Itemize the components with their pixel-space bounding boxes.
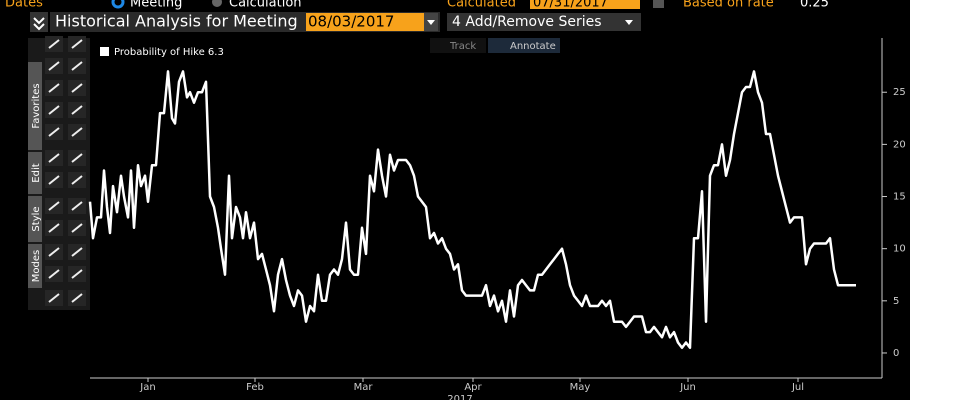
tool-glyph xyxy=(48,223,60,233)
dates-label: Dates xyxy=(5,0,43,11)
y-tick-label: 20 xyxy=(893,139,906,150)
series-button[interactable] xyxy=(447,13,641,31)
y-tick-label: 25 xyxy=(893,87,906,98)
rate-value: 0.25 xyxy=(800,0,829,11)
x-tick-label: Feb xyxy=(246,382,264,393)
meeting-date-input[interactable] xyxy=(306,13,424,31)
tool-glyph xyxy=(48,127,60,137)
background xyxy=(0,0,910,400)
calculated-date[interactable]: 07/31/2017 xyxy=(533,0,608,11)
annotate-label[interactable]: Annotate xyxy=(510,41,556,52)
tool-glyph xyxy=(71,201,83,211)
track-button[interactable] xyxy=(430,38,486,53)
tool-glyph xyxy=(71,153,83,163)
tool-glyph xyxy=(71,223,83,233)
y-tick-label: 0 xyxy=(893,348,899,359)
y-tick-label: 10 xyxy=(893,244,906,255)
sidebar-label[interactable]: Edit xyxy=(31,163,42,182)
tool-glyph xyxy=(48,153,60,163)
tool-glyph xyxy=(71,293,83,303)
tool-glyph xyxy=(71,61,83,71)
tool-glyph xyxy=(71,175,83,185)
x-tick-label: Apr xyxy=(464,382,482,393)
series-line xyxy=(88,70,856,350)
x-tick-label: Jul xyxy=(791,382,804,393)
tool-glyph xyxy=(48,83,60,93)
sidebar-tab[interactable] xyxy=(28,62,42,150)
rate-label: Based on rate xyxy=(683,0,774,11)
tool-icons xyxy=(45,36,86,306)
sidebar-label[interactable]: Style xyxy=(31,206,42,231)
meeting-radio[interactable] xyxy=(111,0,125,9)
calculated-label: Calculated xyxy=(447,0,516,11)
x-tick-label: Mar xyxy=(354,382,374,393)
meeting-option[interactable]: Meeting xyxy=(130,0,182,11)
calculation-radio[interactable] xyxy=(212,0,222,7)
tool-glyph xyxy=(71,127,83,137)
calculation-option[interactable]: Calculation xyxy=(229,0,302,11)
x-axis-label: 2017 xyxy=(447,394,472,400)
tool-glyph xyxy=(48,293,60,303)
calculated-input[interactable] xyxy=(530,0,640,9)
tool-glyph xyxy=(48,269,60,279)
x-tick-label: May xyxy=(570,382,591,393)
tool-glyph xyxy=(71,39,83,49)
tool-glyph xyxy=(48,105,60,115)
page-title: Historical Analysis for Meeting xyxy=(55,12,298,31)
sidebar-label[interactable]: Modes xyxy=(31,250,42,282)
legend-label: Probability of Hike 6.3 xyxy=(114,47,224,58)
tool-glyph xyxy=(71,105,83,115)
legend-swatch xyxy=(100,47,109,56)
menu-icon xyxy=(33,23,45,31)
track-label[interactable]: Track xyxy=(449,41,476,52)
dropdown-arrow xyxy=(427,20,435,25)
sidebar-tab[interactable] xyxy=(28,196,42,242)
sidebar-tab[interactable] xyxy=(28,152,42,194)
y-tick-label: 5 xyxy=(893,296,899,307)
meeting-date[interactable]: 08/03/2017 xyxy=(308,13,394,31)
annotate-button[interactable] xyxy=(488,38,560,53)
tool-glyph xyxy=(48,247,60,257)
y-tick-label: 15 xyxy=(893,192,906,203)
sidebar-tab[interactable] xyxy=(28,244,42,288)
menu-icon xyxy=(33,17,45,25)
tool-glyph xyxy=(48,201,60,211)
sidebar-label[interactable]: Favorites xyxy=(31,83,42,128)
tool-glyph xyxy=(48,175,60,185)
tool-glyph xyxy=(71,83,83,93)
tool-glyph xyxy=(71,247,83,257)
tool-glyph xyxy=(71,269,83,279)
x-tick-label: Jan xyxy=(139,382,155,393)
tool-glyph xyxy=(48,61,60,71)
x-tick-label: Jun xyxy=(679,382,696,393)
tool-glyph xyxy=(48,39,60,49)
series-button-label[interactable]: 4 Add/Remove Series xyxy=(452,14,602,30)
dropdown-arrow xyxy=(625,20,633,25)
calendar-button[interactable] xyxy=(653,0,664,8)
